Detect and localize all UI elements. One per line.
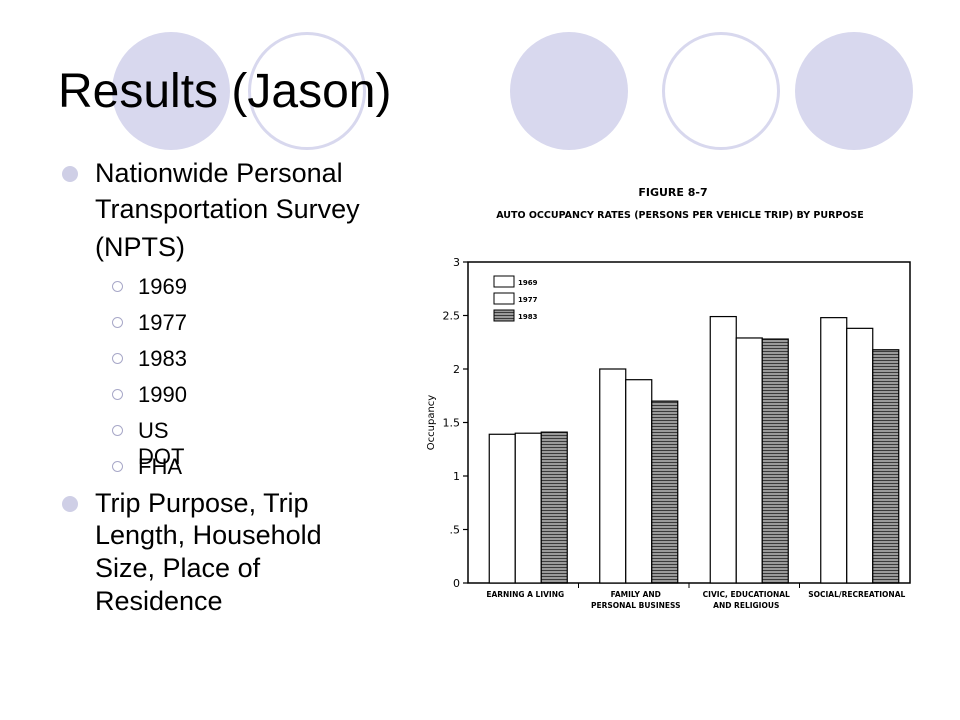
- decor-circle-1: [112, 32, 230, 150]
- sub-bullet-marker: [112, 389, 123, 400]
- sub-item-fha: FHA: [138, 454, 182, 479]
- decor-circle-5: [795, 32, 913, 150]
- x-category-label: CIVIC, EDUCATIONAL: [703, 590, 790, 599]
- chart-title: FIGURE 8-7: [638, 186, 707, 199]
- y-axis-label: Occupancy: [426, 395, 437, 451]
- legend-label-1977: 1977: [518, 296, 538, 304]
- legend-label-1983: 1983: [518, 313, 538, 321]
- y-tick-label: 1: [453, 470, 460, 483]
- bullet-1-line-3: (NPTS): [95, 232, 185, 262]
- bar-1977-0: [514, 432, 542, 584]
- bullet-2-line-4: Residence: [95, 586, 223, 616]
- x-category-label: PERSONAL BUSINESS: [591, 601, 681, 610]
- y-tick-label: 2.5: [443, 310, 461, 323]
- bullet-2-line-3: Size, Place of: [95, 553, 261, 583]
- sub-bullet-marker: [112, 353, 123, 364]
- x-category-label: AND RELIGIOUS: [713, 601, 779, 610]
- x-category-label: FAMILY AND: [611, 590, 661, 599]
- legend-swatch-1969: [493, 275, 515, 288]
- bar-1969-3: [820, 317, 848, 584]
- sub-bullet-marker: [112, 317, 123, 328]
- bullet-marker: [62, 166, 78, 182]
- decor-circle-4: [662, 32, 780, 150]
- bar-1969-2: [709, 315, 737, 584]
- legend-swatch-1983: [493, 309, 515, 322]
- slide-title: Results (Jason): [58, 65, 392, 118]
- bar-1969-1: [599, 368, 627, 584]
- decor-circle-2: [248, 32, 366, 150]
- bar-1983-1: [651, 400, 679, 584]
- y-tick-label: 0: [453, 577, 460, 590]
- sub-item-1983: 1983: [138, 346, 187, 371]
- bar-1977-1: [625, 379, 653, 584]
- chart-subtitle: AUTO OCCUPANCY RATES (PERSONS PER VEHICL…: [496, 210, 864, 221]
- bullet-marker: [62, 496, 78, 512]
- sub-item-1990: 1990: [138, 382, 187, 407]
- y-tick-label: .5: [450, 524, 461, 537]
- bullet-1-line-1: Nationwide Personal: [95, 158, 343, 188]
- legend-label-1969: 1969: [518, 279, 538, 287]
- y-tick-label: 2: [453, 363, 460, 376]
- sub-item-us-dot: US DOT: [138, 418, 185, 469]
- bar-1983-2: [761, 338, 789, 584]
- bar-1977-2: [735, 337, 763, 584]
- y-tick-label: 1.5: [443, 417, 461, 430]
- bar-1977-3: [846, 327, 874, 584]
- y-tick-label: 3: [453, 256, 460, 269]
- sub-item-1977: 1977: [138, 310, 187, 335]
- plot-area: 0 .5 1 1.5 2 2.5 3 Occupancy EARNING A LIVING FAM…: [426, 256, 911, 610]
- x-category-label: EARNING A LIVING: [486, 590, 564, 599]
- decor-circle-3: [510, 32, 628, 150]
- legend-swatch-1977: [493, 292, 515, 305]
- x-category-label: SOCIAL/RECREATIONAL: [808, 590, 905, 599]
- bullet-2-line-2: Length, Household: [95, 520, 322, 550]
- bullet-1-line-2: Transportation Survey: [95, 194, 360, 224]
- bar-1983-0: [540, 431, 568, 584]
- bar-1983-3: [872, 349, 900, 584]
- bar-1969-0: [488, 433, 516, 584]
- sub-item-1969: 1969: [138, 274, 187, 299]
- occupancy-bar-chart: FIGURE 8-7 AUTO OCCUPANCY RATES (PERSONS…: [426, 186, 911, 610]
- sub-bullet-marker: [112, 461, 123, 472]
- bullet-2-line-1: Trip Purpose, Trip: [95, 488, 309, 518]
- sub-bullet-marker: [112, 425, 123, 436]
- sub-bullet-marker: [112, 281, 123, 292]
